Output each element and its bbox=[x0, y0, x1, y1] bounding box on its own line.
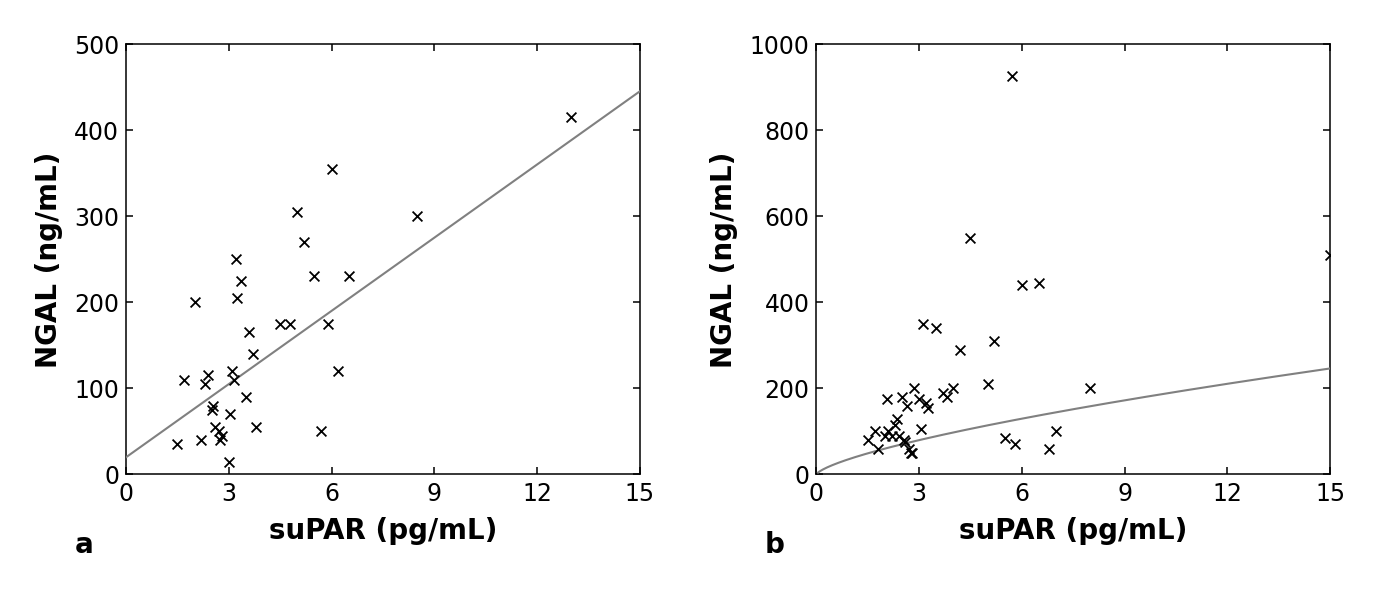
Point bbox=[892, 435, 914, 445]
Point bbox=[863, 427, 885, 436]
Point bbox=[338, 272, 360, 281]
Point bbox=[895, 401, 917, 411]
Point bbox=[1037, 444, 1059, 454]
Point bbox=[303, 272, 325, 281]
Point bbox=[320, 164, 342, 174]
Point bbox=[856, 435, 878, 445]
Point bbox=[1078, 384, 1100, 393]
Point bbox=[916, 403, 938, 413]
Point bbox=[190, 435, 212, 445]
Point bbox=[234, 392, 256, 402]
Point bbox=[193, 380, 215, 389]
Point bbox=[902, 384, 924, 393]
Text: a: a bbox=[74, 531, 94, 558]
Point bbox=[894, 438, 916, 447]
Point bbox=[887, 431, 909, 441]
Point bbox=[958, 233, 980, 242]
Point bbox=[909, 424, 931, 434]
Point bbox=[942, 384, 964, 393]
Y-axis label: NGAL (ng/mL): NGAL (ng/mL) bbox=[34, 151, 62, 368]
Point bbox=[1011, 281, 1033, 290]
Point bbox=[200, 405, 222, 415]
Point bbox=[891, 392, 913, 402]
Point bbox=[226, 293, 248, 303]
Point bbox=[898, 444, 920, 454]
Point bbox=[1027, 278, 1049, 288]
Point bbox=[907, 395, 929, 404]
Point bbox=[167, 439, 189, 449]
Point bbox=[183, 298, 205, 307]
Point bbox=[1000, 72, 1022, 81]
Point bbox=[207, 427, 229, 436]
Point bbox=[279, 319, 301, 329]
Point bbox=[327, 367, 349, 376]
Point bbox=[225, 254, 247, 264]
Point bbox=[292, 238, 314, 247]
Point bbox=[211, 431, 233, 441]
Point bbox=[993, 433, 1015, 443]
Point bbox=[219, 410, 241, 419]
Point bbox=[174, 375, 196, 384]
Point bbox=[866, 444, 888, 454]
Point bbox=[884, 420, 906, 430]
Point bbox=[210, 435, 232, 445]
Point bbox=[221, 367, 243, 376]
X-axis label: suPAR (pg/mL): suPAR (pg/mL) bbox=[958, 516, 1187, 544]
Point bbox=[285, 207, 308, 217]
Point bbox=[900, 448, 923, 458]
Point bbox=[218, 457, 240, 466]
Point bbox=[1004, 439, 1026, 449]
Point bbox=[204, 423, 226, 432]
Point bbox=[1044, 427, 1066, 436]
Point bbox=[899, 448, 921, 458]
Point bbox=[239, 328, 261, 337]
Point bbox=[976, 380, 998, 389]
Point bbox=[880, 431, 902, 441]
Point bbox=[935, 392, 957, 402]
Point bbox=[885, 414, 907, 423]
Point bbox=[931, 388, 953, 398]
Point bbox=[317, 319, 339, 329]
Point bbox=[1318, 250, 1340, 260]
Point bbox=[877, 427, 899, 436]
Point bbox=[269, 319, 291, 329]
Point bbox=[949, 345, 971, 355]
Point bbox=[241, 349, 263, 359]
Point bbox=[405, 211, 427, 221]
Point bbox=[197, 371, 219, 380]
Point bbox=[223, 375, 245, 384]
Point bbox=[310, 427, 332, 436]
Point bbox=[924, 324, 946, 333]
Point bbox=[203, 401, 225, 411]
X-axis label: suPAR (pg/mL): suPAR (pg/mL) bbox=[269, 516, 496, 544]
Text: b: b bbox=[764, 531, 785, 558]
Y-axis label: NGAL (ng/mL): NGAL (ng/mL) bbox=[710, 151, 738, 368]
Point bbox=[983, 336, 1005, 346]
Point bbox=[560, 113, 582, 122]
Point bbox=[912, 319, 934, 329]
Point bbox=[874, 395, 896, 404]
Point bbox=[873, 431, 895, 441]
Point bbox=[229, 276, 251, 286]
Point bbox=[245, 423, 268, 432]
Point bbox=[914, 399, 936, 408]
